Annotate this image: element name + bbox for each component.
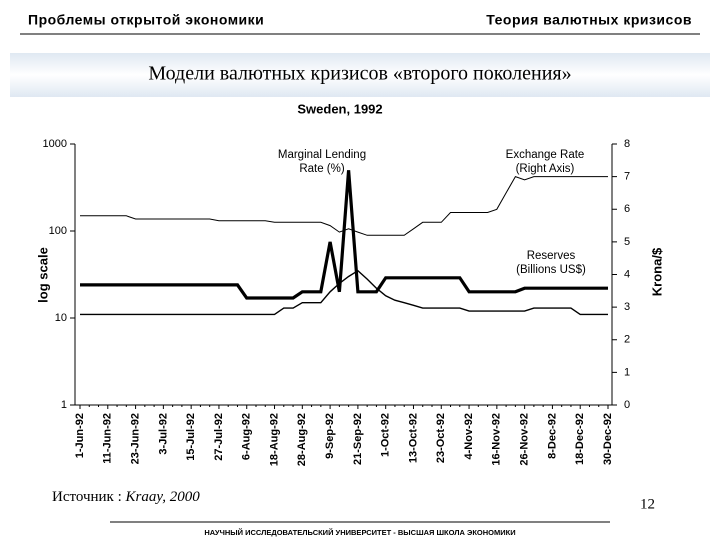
chart-title: Sweden, 1992 (297, 101, 382, 116)
annotation: Marginal Lending (278, 149, 366, 161)
y-tick-label: 1000 (43, 138, 67, 150)
y-tick-label: 1 (61, 399, 67, 411)
x-tick-label: 16-Nov-92 (491, 413, 503, 466)
title-band (10, 53, 710, 97)
y2-tick-label: 4 (624, 268, 630, 280)
x-tick-label: 1-Oct-92 (380, 413, 392, 457)
x-tick-label: 23-Oct-92 (435, 413, 447, 463)
y2-tick-label: 3 (624, 301, 630, 313)
x-tick-label: 28-Aug-92 (296, 413, 308, 466)
x-tick-label: 21-Sep-92 (352, 413, 364, 465)
annotation: (Billions US$) (516, 264, 586, 276)
header-left: Проблемы открытой экономики (28, 12, 264, 28)
y-tick-label: 100 (49, 225, 67, 237)
x-tick-label: 3-Jul-92 (157, 413, 169, 455)
y2-tick-label: 0 (624, 399, 630, 411)
x-tick-label: 27-Jul-92 (213, 413, 225, 461)
y2-tick-label: 7 (624, 171, 630, 183)
series-line (80, 170, 608, 300)
series-line (80, 269, 608, 316)
x-tick-label: 23-Jun-92 (129, 413, 141, 464)
y-axis-label: log scale (35, 247, 50, 303)
annotation: Exchange Rate (506, 149, 585, 161)
x-tick-label: 15-Jul-92 (185, 413, 197, 461)
y2-tick-label: 1 (624, 366, 630, 378)
y-tick-label: 10 (55, 312, 67, 324)
y2-tick-label: 5 (624, 236, 630, 248)
x-tick-label: 8-Dec-92 (546, 413, 558, 459)
footer: НАУЧНЫЙ ИССЛЕДОВАТЕЛЬСКИЙ УНИВЕРСИТЕТ - … (204, 528, 515, 537)
y2-tick-label: 2 (624, 334, 630, 346)
annotation: Rate (%) (299, 163, 345, 175)
source-author: Kraay, 2000 (125, 489, 201, 505)
series-line (80, 175, 608, 236)
y2-tick-label: 6 (624, 203, 630, 215)
header-right: Теория валютных кризисов (486, 12, 692, 28)
page-number: 12 (640, 496, 655, 512)
source: Источник : Kraay, 2000 (52, 489, 200, 505)
x-tick-label: 11-Jun-92 (102, 413, 114, 464)
y2-axis-label: Krona/$ (649, 247, 664, 296)
x-tick-label: 1-Jun-92 (74, 413, 86, 458)
x-tick-label: 6-Aug-92 (241, 413, 253, 460)
x-tick-label: 4-Nov-92 (463, 413, 475, 459)
x-tick-label: 18-Aug-92 (268, 413, 280, 466)
chart: Sweden, 1992 1 10 100 1000 0 1 2 3 4 5 6 7 8 1-Jun-92 1… (35, 101, 664, 466)
annotation: Reserves (527, 250, 576, 262)
x-tick-label: 26-Nov-92 (519, 413, 531, 466)
slide-title: Модели валютных кризисов «второго поколе… (148, 63, 571, 85)
source-label: Источник : (52, 489, 126, 505)
annotation: (Right Axis) (516, 163, 575, 175)
y2-tick-label: 8 (624, 138, 630, 150)
x-tick-label: 9-Sep-92 (324, 413, 336, 459)
x-tick-label: 18-Dec-92 (574, 413, 586, 465)
x-tick-label: 30-Dec-92 (602, 413, 614, 465)
x-tick-label: 13-Oct-92 (407, 413, 419, 463)
